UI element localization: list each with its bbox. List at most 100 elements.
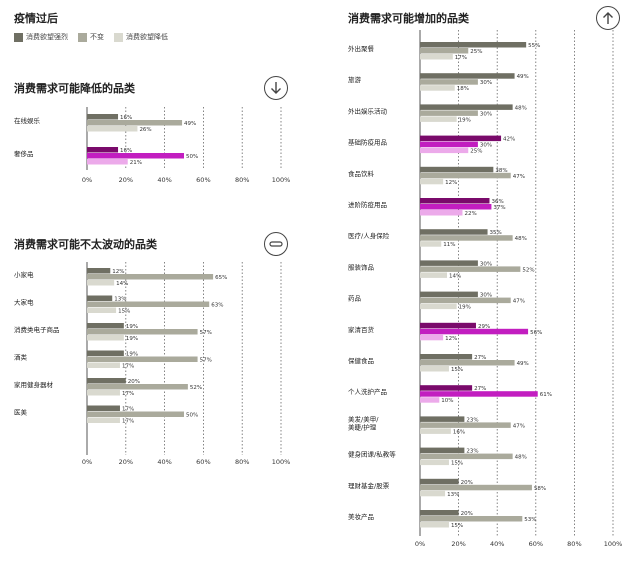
legend-item-lower: 消费欲望降低 bbox=[114, 32, 168, 42]
bar-value-label: 50% bbox=[186, 154, 198, 160]
bar-value-label: 30% bbox=[480, 261, 492, 267]
bar-value-label: 30% bbox=[480, 293, 492, 299]
bar bbox=[420, 490, 446, 497]
bar-value-label: 10% bbox=[441, 398, 453, 404]
bar-value-label: 23% bbox=[466, 417, 478, 423]
bar-value-label: 19% bbox=[126, 336, 138, 342]
bar bbox=[420, 229, 488, 235]
tick-label: 20% bbox=[119, 176, 133, 184]
legend-swatch-same bbox=[78, 32, 87, 42]
bar bbox=[87, 384, 188, 390]
legend-item-same: 不变 bbox=[78, 32, 104, 42]
bar-value-label: 35% bbox=[490, 230, 502, 236]
bar bbox=[87, 335, 124, 341]
category-label: 个人洗护产品 bbox=[348, 387, 387, 396]
up-arrow-icon bbox=[596, 6, 620, 30]
category-label: 酒类 bbox=[14, 353, 28, 362]
bar-value-label: 58% bbox=[534, 486, 546, 492]
category-label: 家用健身器材 bbox=[14, 380, 54, 389]
bar-value-label: 15% bbox=[451, 367, 463, 373]
bar bbox=[420, 135, 502, 142]
bar bbox=[420, 48, 469, 54]
tick-label: 80% bbox=[235, 176, 249, 184]
bar bbox=[87, 378, 126, 384]
category-label: 健身团课/私教等 bbox=[348, 450, 396, 459]
bar bbox=[420, 204, 492, 210]
bar-value-label: 17% bbox=[122, 364, 134, 370]
bar bbox=[420, 210, 463, 216]
tick-label: 60% bbox=[196, 458, 210, 466]
bar bbox=[87, 147, 119, 153]
bar bbox=[87, 417, 120, 423]
bar-value-label: 48% bbox=[515, 455, 527, 461]
bar-value-label: 37% bbox=[493, 205, 505, 211]
bar-value-label: 25% bbox=[470, 149, 482, 155]
tick-label: 40% bbox=[490, 540, 504, 548]
bar bbox=[420, 397, 440, 403]
bar-value-label: 30% bbox=[480, 111, 492, 117]
category-label: 食品饮料 bbox=[348, 169, 375, 178]
bar bbox=[420, 360, 515, 366]
bar bbox=[420, 241, 442, 247]
tick-label: 0% bbox=[82, 176, 92, 184]
bar-value-label: 30% bbox=[480, 80, 492, 86]
tick-label: 100% bbox=[272, 458, 291, 466]
bar-value-label: 16% bbox=[120, 148, 132, 154]
bar-value-label: 11% bbox=[443, 242, 455, 248]
bar bbox=[420, 42, 527, 48]
bar bbox=[420, 459, 449, 466]
bar-value-label: 42% bbox=[503, 137, 515, 143]
tick-label: 0% bbox=[82, 458, 92, 466]
bar-value-label: 48% bbox=[515, 236, 527, 242]
bar bbox=[420, 178, 444, 185]
bar-value-label: 15% bbox=[118, 309, 130, 315]
bar-value-label: 48% bbox=[515, 105, 527, 111]
legend-label-strong: 消费欲望强烈 bbox=[26, 33, 68, 41]
category-label: 美发/美甲/美睫/护理 bbox=[348, 414, 379, 431]
bar-value-label: 19% bbox=[126, 324, 138, 330]
bar bbox=[420, 73, 515, 79]
bar bbox=[87, 120, 183, 126]
bar bbox=[420, 422, 511, 428]
bar-value-label: 57% bbox=[200, 358, 212, 364]
category-label: 家清百货 bbox=[348, 325, 375, 334]
bar bbox=[420, 334, 444, 341]
tick-label: 20% bbox=[119, 458, 133, 466]
bar bbox=[87, 329, 198, 335]
bar bbox=[87, 114, 119, 120]
tick-label: 80% bbox=[567, 540, 581, 548]
bar-value-label: 53% bbox=[524, 517, 536, 523]
bar bbox=[87, 153, 184, 159]
bar bbox=[87, 295, 113, 301]
category-label: 美妆产品 bbox=[348, 512, 374, 521]
bar-value-label: 47% bbox=[513, 299, 525, 305]
bar bbox=[420, 266, 521, 272]
legend-swatch-lower bbox=[114, 32, 123, 42]
chart-title-increase: 消费需求可能增加的品类 bbox=[348, 12, 469, 25]
bar-value-label: 63% bbox=[211, 303, 223, 309]
bar bbox=[87, 268, 111, 274]
bar-value-label: 13% bbox=[114, 297, 126, 303]
bar-value-label: 55% bbox=[528, 43, 540, 49]
legend: 消费欲望强烈 不变 消费欲望降低 bbox=[14, 32, 168, 42]
bar bbox=[420, 322, 476, 329]
bar bbox=[420, 447, 465, 454]
bar bbox=[420, 235, 513, 241]
category-label: 理财基金/股票 bbox=[348, 481, 390, 490]
category-label: 在线娱乐 bbox=[14, 116, 41, 125]
bar-value-label: 14% bbox=[116, 281, 128, 287]
bar-value-label: 17% bbox=[122, 391, 134, 397]
tick-label: 100% bbox=[604, 540, 623, 548]
bar bbox=[87, 159, 128, 165]
tick-label: 20% bbox=[451, 540, 465, 548]
bar-value-label: 23% bbox=[466, 449, 478, 455]
bar-value-label: 16% bbox=[453, 429, 465, 435]
bar-value-label: 19% bbox=[459, 117, 471, 123]
bar bbox=[87, 390, 120, 396]
bar bbox=[420, 272, 448, 278]
category-label: 外出聚餐 bbox=[348, 44, 375, 53]
bar-value-label: 20% bbox=[461, 511, 473, 517]
bar bbox=[420, 391, 538, 397]
bar-value-label: 20% bbox=[128, 379, 140, 385]
bar bbox=[420, 453, 513, 460]
